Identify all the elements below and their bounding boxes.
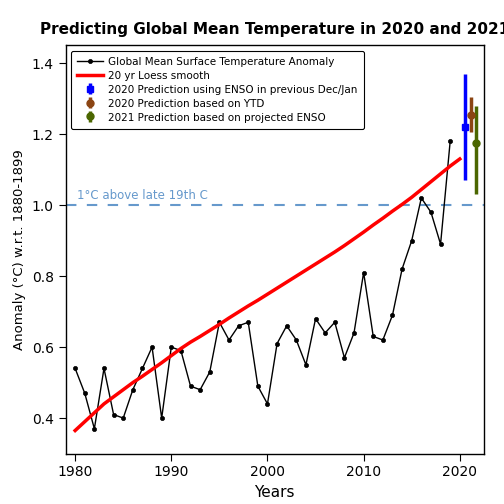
Global Mean Surface Temperature Anomaly [428, 209, 434, 215]
Global Mean Surface Temperature Anomaly [207, 369, 213, 375]
Line: Global Mean Surface Temperature Anomaly: Global Mean Surface Temperature Anomaly [73, 139, 452, 431]
Global Mean Surface Temperature Anomaly [312, 316, 319, 322]
X-axis label: Years: Years [255, 485, 295, 500]
20 yr Loess smooth [110, 394, 116, 400]
20 yr Loess smooth [245, 303, 251, 309]
20 yr Loess smooth [303, 267, 309, 273]
Y-axis label: Anomaly (°C) w.r.t. 1880-1899: Anomaly (°C) w.r.t. 1880-1899 [13, 149, 26, 350]
Global Mean Surface Temperature Anomaly [255, 383, 261, 389]
20 yr Loess smooth [120, 387, 126, 393]
20 yr Loess smooth [312, 261, 319, 267]
20 yr Loess smooth [284, 279, 290, 285]
20 yr Loess smooth [82, 419, 88, 425]
20 yr Loess smooth [101, 401, 107, 407]
20 yr Loess smooth [72, 427, 78, 433]
Global Mean Surface Temperature Anomaly [370, 334, 376, 340]
Global Mean Surface Temperature Anomaly [265, 401, 271, 407]
20 yr Loess smooth [140, 373, 146, 379]
20 yr Loess smooth [437, 171, 444, 177]
Global Mean Surface Temperature Anomaly [360, 270, 366, 276]
20 yr Loess smooth [418, 186, 424, 193]
Legend: Global Mean Surface Temperature Anomaly, 20 yr Loess smooth, 2020 Prediction usi: Global Mean Surface Temperature Anomaly,… [71, 50, 364, 129]
Global Mean Surface Temperature Anomaly [437, 241, 444, 247]
20 yr Loess smooth [168, 353, 174, 359]
20 yr Loess smooth [149, 366, 155, 372]
20 yr Loess smooth [390, 208, 396, 214]
20 yr Loess smooth [360, 229, 366, 235]
20 yr Loess smooth [274, 285, 280, 291]
20 yr Loess smooth [91, 410, 97, 416]
Global Mean Surface Temperature Anomaly [380, 337, 386, 343]
20 yr Loess smooth [207, 328, 213, 334]
Global Mean Surface Temperature Anomaly [235, 323, 241, 329]
20 yr Loess smooth [428, 178, 434, 184]
Global Mean Surface Temperature Anomaly [187, 383, 194, 389]
Global Mean Surface Temperature Anomaly [418, 195, 424, 201]
Global Mean Surface Temperature Anomaly [91, 426, 97, 432]
Global Mean Surface Temperature Anomaly [226, 337, 232, 343]
Global Mean Surface Temperature Anomaly [274, 341, 280, 347]
Global Mean Surface Temperature Anomaly [178, 348, 184, 354]
Global Mean Surface Temperature Anomaly [101, 365, 107, 371]
20 yr Loess smooth [255, 297, 261, 303]
20 yr Loess smooth [159, 360, 165, 366]
20 yr Loess smooth [226, 315, 232, 321]
Global Mean Surface Temperature Anomaly [390, 312, 396, 318]
20 yr Loess smooth [341, 242, 347, 248]
Line: 20 yr Loess smooth: 20 yr Loess smooth [75, 159, 460, 430]
Global Mean Surface Temperature Anomaly [409, 237, 415, 243]
20 yr Loess smooth [380, 215, 386, 221]
20 yr Loess smooth [332, 249, 338, 255]
Global Mean Surface Temperature Anomaly [351, 330, 357, 336]
Global Mean Surface Temperature Anomaly [72, 365, 78, 371]
Global Mean Surface Temperature Anomaly [447, 138, 453, 144]
Global Mean Surface Temperature Anomaly [284, 323, 290, 329]
Global Mean Surface Temperature Anomaly [82, 390, 88, 396]
Global Mean Surface Temperature Anomaly [197, 387, 203, 393]
Global Mean Surface Temperature Anomaly [120, 415, 126, 421]
20 yr Loess smooth [216, 322, 222, 328]
20 yr Loess smooth [265, 291, 271, 297]
20 yr Loess smooth [447, 163, 453, 169]
Global Mean Surface Temperature Anomaly [399, 266, 405, 272]
20 yr Loess smooth [178, 346, 184, 352]
Global Mean Surface Temperature Anomaly [293, 337, 299, 343]
Title: Predicting Global Mean Temperature in 2020 and 2021: Predicting Global Mean Temperature in 20… [40, 22, 504, 37]
20 yr Loess smooth [187, 339, 194, 345]
20 yr Loess smooth [457, 156, 463, 162]
20 yr Loess smooth [322, 255, 328, 261]
Global Mean Surface Temperature Anomaly [216, 319, 222, 325]
20 yr Loess smooth [293, 273, 299, 279]
Global Mean Surface Temperature Anomaly [245, 319, 251, 325]
Global Mean Surface Temperature Anomaly [130, 387, 136, 393]
20 yr Loess smooth [351, 236, 357, 242]
Global Mean Surface Temperature Anomaly [332, 319, 338, 325]
Global Mean Surface Temperature Anomaly [322, 330, 328, 336]
20 yr Loess smooth [409, 194, 415, 200]
20 yr Loess smooth [130, 380, 136, 386]
Global Mean Surface Temperature Anomaly [149, 344, 155, 350]
Text: 1°C above late 19th C: 1°C above late 19th C [77, 188, 208, 202]
Global Mean Surface Temperature Anomaly [303, 362, 309, 368]
Global Mean Surface Temperature Anomaly [140, 365, 146, 371]
Global Mean Surface Temperature Anomaly [159, 415, 165, 421]
Global Mean Surface Temperature Anomaly [168, 344, 174, 350]
20 yr Loess smooth [197, 334, 203, 340]
20 yr Loess smooth [399, 202, 405, 208]
Global Mean Surface Temperature Anomaly [110, 412, 116, 418]
20 yr Loess smooth [370, 222, 376, 228]
Global Mean Surface Temperature Anomaly [341, 355, 347, 361]
20 yr Loess smooth [235, 309, 241, 315]
